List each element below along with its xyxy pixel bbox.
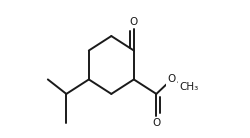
Text: O: O	[168, 74, 176, 84]
Text: CH₃: CH₃	[180, 82, 199, 92]
Text: O: O	[130, 17, 138, 27]
Text: O: O	[152, 118, 160, 128]
